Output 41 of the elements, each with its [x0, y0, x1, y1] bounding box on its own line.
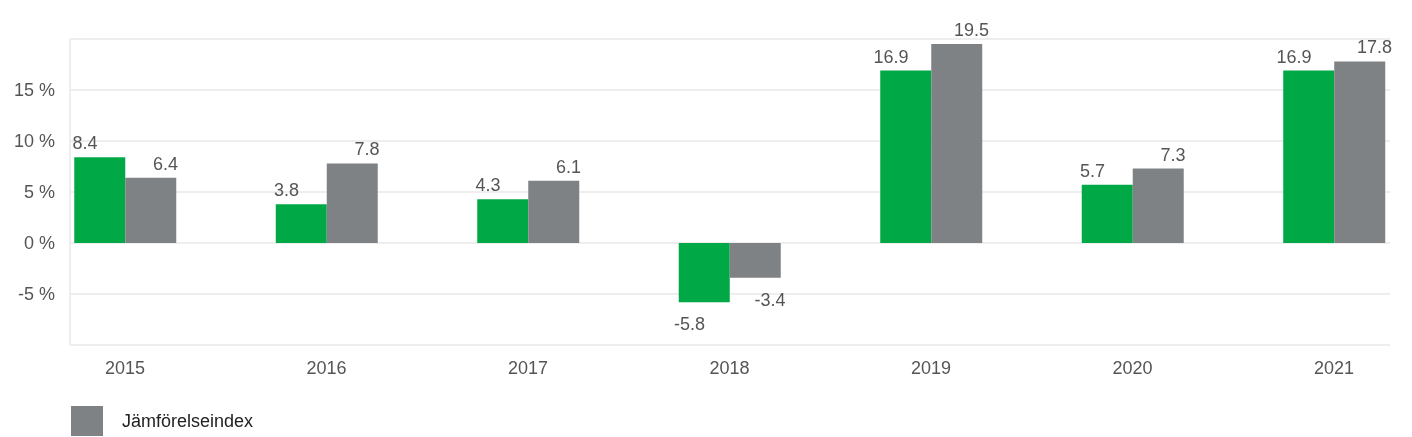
- x-tick-label: 2016: [306, 357, 347, 378]
- bar: [275, 204, 327, 243]
- bar: [528, 180, 580, 243]
- x-tick-label: 2018: [709, 357, 750, 378]
- bar: [1081, 184, 1133, 243]
- data-label: 16.9: [1276, 46, 1312, 67]
- data-label: -3.4: [754, 289, 786, 310]
- bar: [678, 243, 730, 303]
- x-tick-label: 2019: [910, 357, 952, 378]
- x-tick-label: 2020: [1112, 357, 1153, 378]
- data-label: -5.8: [673, 314, 705, 335]
- bar: [1283, 70, 1335, 243]
- y-tick-label: 10 %: [13, 131, 55, 152]
- x-tick-label: 2021: [1313, 357, 1355, 378]
- legend-label: Jämförelseindex: [122, 410, 254, 432]
- bar: [931, 44, 983, 243]
- y-tick-label: 0 %: [23, 233, 55, 254]
- bar: [880, 70, 932, 243]
- y-tick-label: 15 %: [13, 80, 55, 101]
- data-label: 7.8: [354, 139, 380, 160]
- x-tick-label: 2015: [104, 357, 146, 378]
- data-label: 4.3: [475, 175, 501, 196]
- data-label: 19.5: [954, 20, 990, 41]
- x-tick-label: 2017: [507, 357, 549, 378]
- y-tick-label: -5 %: [17, 284, 55, 305]
- data-label: 7.3: [1160, 144, 1186, 165]
- data-label: 3.8: [273, 180, 299, 201]
- bar: [125, 177, 177, 243]
- data-label: 17.8: [1357, 37, 1393, 58]
- bar: [74, 157, 126, 243]
- data-label: 6.4: [153, 153, 179, 174]
- data-label: 6.1: [556, 156, 582, 177]
- y-tick-label: 5 %: [23, 182, 55, 203]
- bar: [1132, 168, 1184, 243]
- data-label: 16.9: [873, 46, 909, 67]
- bar: [477, 199, 529, 243]
- bar: [326, 163, 378, 243]
- bar: [1334, 61, 1386, 243]
- data-label: 8.4: [72, 133, 98, 154]
- data-label: 5.7: [1079, 160, 1105, 181]
- bar: [729, 243, 781, 278]
